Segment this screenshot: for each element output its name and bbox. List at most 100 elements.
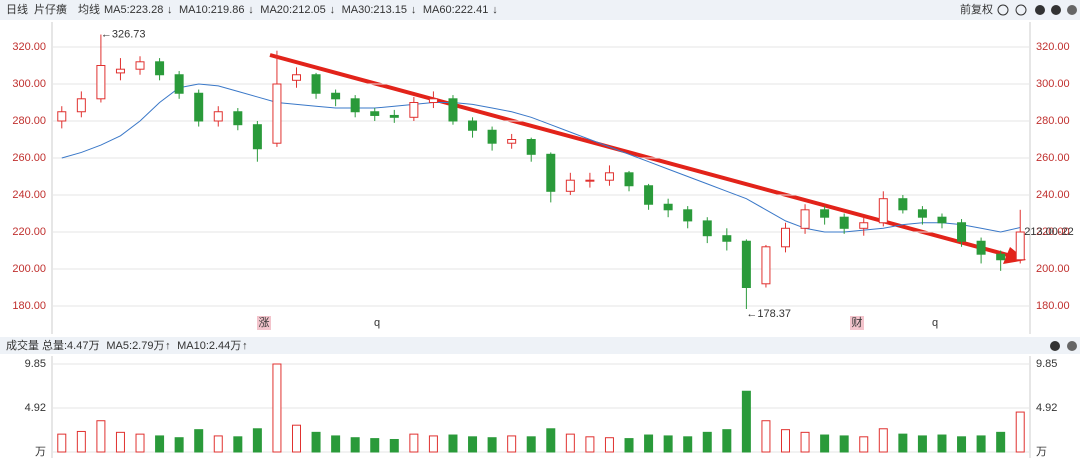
- volume-bar: [155, 435, 165, 453]
- volume-bar: [409, 433, 419, 453]
- candle-body: [859, 222, 869, 229]
- high-annotation: ←326.73: [101, 28, 146, 40]
- y-tick-label: 320.00: [1036, 41, 1070, 53]
- y-tick-label: 260.00: [1036, 152, 1070, 164]
- volume-bar: [350, 437, 360, 453]
- volume-bar: [976, 435, 986, 453]
- volume-bar: [839, 435, 849, 453]
- volume-bar: [683, 436, 693, 453]
- candle-body: [389, 114, 399, 118]
- candle-body: [878, 198, 888, 224]
- candle-body: [468, 120, 478, 131]
- low-annotation: ←178.37: [746, 308, 791, 320]
- candle-body: [604, 172, 614, 181]
- period[interactable]: 日线: [6, 2, 28, 16]
- candle-body: [781, 227, 790, 248]
- candle-body: [370, 111, 380, 116]
- volume-bar: [96, 420, 106, 453]
- event-marker: q: [374, 317, 380, 329]
- volume-bar: [624, 438, 634, 453]
- ma-value: MA60:222.41: [423, 4, 488, 16]
- candle-body: [96, 65, 106, 100]
- volume-bar: [135, 433, 145, 453]
- y-tick-label: 220.00: [1036, 226, 1070, 238]
- ma-arrow: ↓: [330, 4, 336, 16]
- volume-bar: [781, 429, 790, 453]
- candle-body: [761, 246, 771, 285]
- volume-bar: [507, 435, 517, 453]
- candle-body: [644, 185, 654, 205]
- ma-arrow: ↓: [411, 4, 417, 16]
- candle-body: [585, 179, 595, 182]
- volume-bar: [741, 390, 751, 453]
- candle-body: [448, 98, 458, 122]
- ma-value: MA10:219.86: [179, 4, 244, 16]
- candle-body: [311, 74, 321, 94]
- ma-value: MA30:213.15: [342, 4, 407, 16]
- ma-arrow: ↓: [167, 4, 173, 16]
- adjust[interactable]: 前复权: [960, 2, 993, 16]
- candle-body: [233, 111, 243, 126]
- y-tick-label: 9.85: [25, 358, 46, 370]
- candle-body: [115, 68, 125, 74]
- volume-bar: [526, 436, 536, 453]
- y-tick-label: 200.00: [12, 263, 46, 275]
- event-marker: 财: [852, 315, 863, 329]
- volume-bar: [57, 433, 67, 453]
- event-marker: q: [932, 317, 938, 329]
- trend-arrow: [269, 53, 1016, 259]
- candle-body: [350, 98, 360, 113]
- ma-arrow: ↓: [492, 4, 498, 16]
- candle-body: [800, 209, 810, 229]
- y-tick-label: 200.00: [1036, 263, 1070, 275]
- volume-bar: [272, 363, 282, 453]
- volume-bar: [859, 436, 869, 453]
- y-tick-label: 4.92: [1036, 402, 1057, 414]
- y-tick-label: 180.00: [1036, 300, 1070, 312]
- volume-bar: [428, 435, 438, 453]
- y-tick-label: 4.92: [25, 402, 46, 414]
- y-tick-label: 220.00: [12, 226, 46, 238]
- y-tick-label: 280.00: [1036, 115, 1070, 127]
- volume-bar: [663, 435, 673, 453]
- candle-body: [292, 74, 301, 81]
- candle-body: [507, 139, 517, 144]
- y-tick-label: 240.00: [1036, 189, 1070, 201]
- y-tick-label: 万: [35, 446, 46, 458]
- ma-value: MA5:223.28: [104, 4, 163, 16]
- volume-bar: [76, 430, 86, 453]
- volume-bar: [213, 435, 223, 453]
- toolbar-icons[interactable]: [997, 4, 1077, 16]
- candle-body: [213, 111, 223, 122]
- candle-body: [917, 209, 927, 218]
- ma-label[interactable]: 均线: [78, 2, 100, 16]
- y-tick-label: 9.85: [1036, 358, 1057, 370]
- volume-bar: [468, 436, 478, 453]
- y-tick-label: 180.00: [12, 300, 46, 312]
- volume-stat: MA10:2.44万: [177, 340, 241, 352]
- volume-bar: [722, 429, 732, 453]
- volume-bar: [0, 337, 1080, 354]
- candle-body: [155, 61, 165, 76]
- candle-body: [331, 92, 341, 100]
- volume-bar: [820, 434, 830, 453]
- volume-bar: [448, 434, 458, 453]
- candle-body: [683, 209, 693, 222]
- last-annotation: 213.00-22: [1024, 226, 1074, 238]
- volume-bar: [389, 438, 399, 453]
- candle-body: [135, 61, 145, 70]
- top-bar: [0, 0, 1080, 20]
- volume-bar: [311, 431, 321, 453]
- candle-body: [428, 98, 438, 104]
- y-tick-label: 260.00: [12, 152, 46, 164]
- volume-bar: [115, 431, 125, 453]
- volume-arrow: ↑: [94, 340, 100, 352]
- volume-bar: [937, 434, 947, 453]
- volume-stat: 总量:4.47万: [42, 338, 99, 352]
- volume-bar: [292, 424, 301, 453]
- volume-icons[interactable]: [1050, 341, 1077, 351]
- candle-body: [722, 235, 732, 242]
- candle-body: [702, 220, 712, 237]
- y-tick-label: 300.00: [12, 78, 46, 90]
- y-tick-label: 240.00: [12, 189, 46, 201]
